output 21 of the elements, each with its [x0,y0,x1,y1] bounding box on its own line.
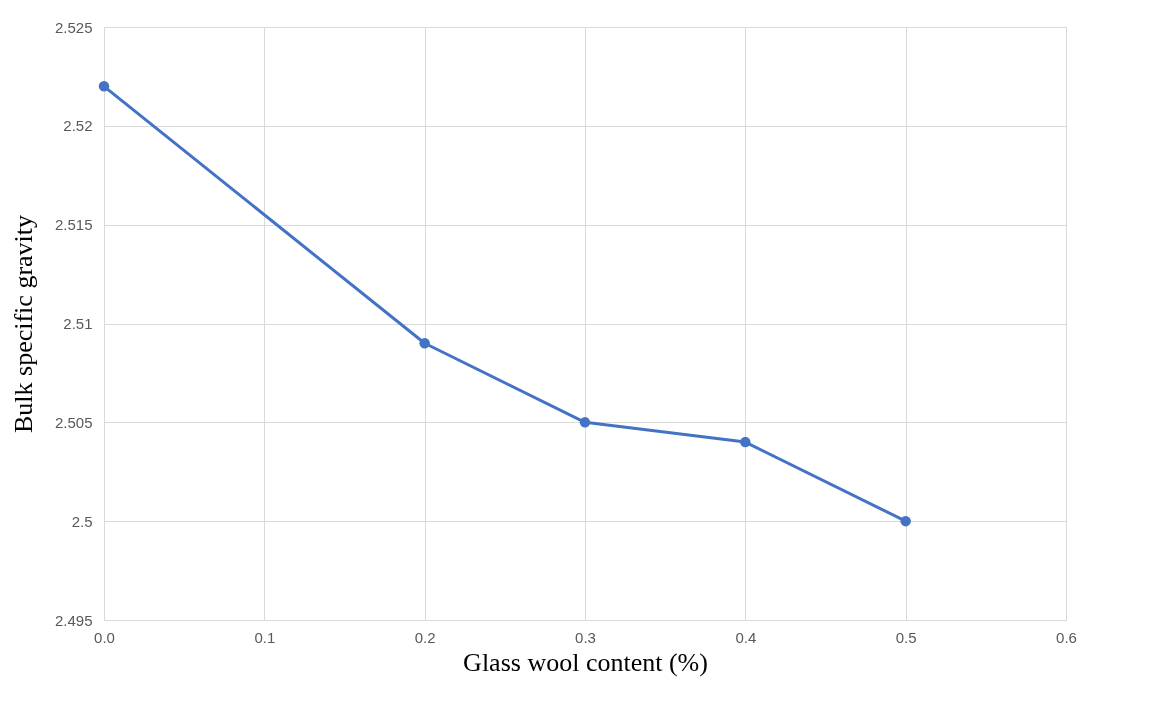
y-tick-label: 2.51 [63,315,93,332]
point [740,436,751,448]
y-tick-label: 2.5 [71,512,93,530]
y-tick-label: 2.515 [54,216,93,234]
x-tick-label: 0.2 [414,628,436,646]
y-axis-title: Bulk specific gravity [8,214,38,434]
x-tick-label: 0.1 [254,628,276,646]
x-tick-label: 0.3 [575,628,596,646]
x-tick-label: 0.6 [1056,628,1077,646]
point [900,515,911,527]
point [419,338,430,349]
point [98,81,110,92]
y-tick-label: 2.525 [54,18,93,36]
y-tick-label: 2.505 [54,413,93,431]
x-axis-title: Glass wool content (%) [463,647,708,677]
point [579,417,591,428]
y-tick-label: 2.495 [54,611,93,629]
x-tick-label: 0.0 [94,628,115,646]
x-tick-label: 0.4 [735,628,757,646]
y-tick-label: 2.52 [63,117,93,135]
x-tick-label: 0.5 [895,628,917,646]
